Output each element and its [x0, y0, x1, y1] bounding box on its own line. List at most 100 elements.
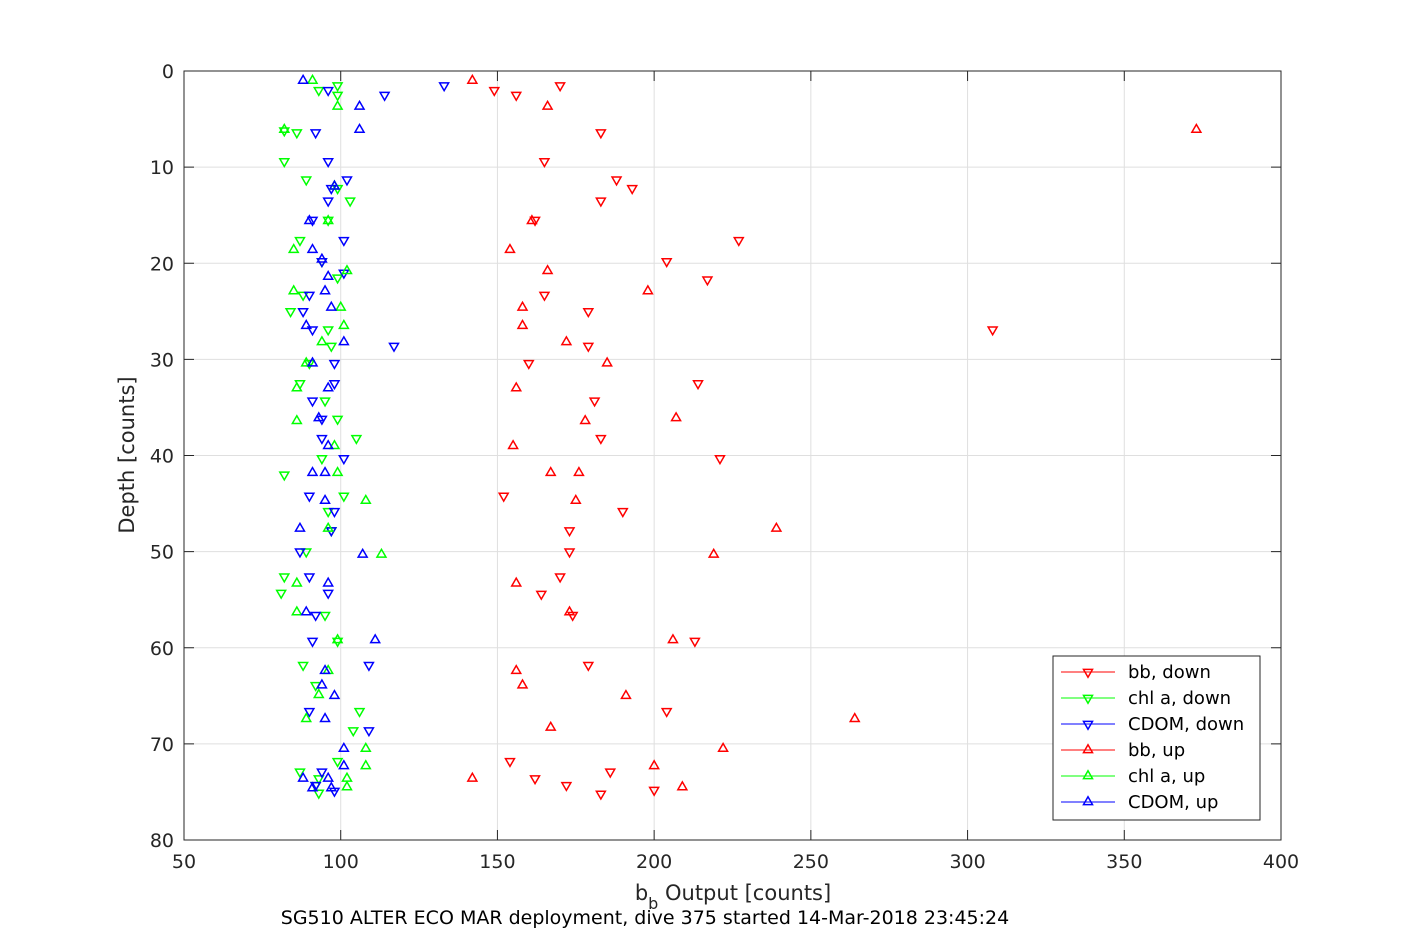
data-point	[278, 158, 291, 169]
data-point	[331, 91, 344, 102]
data-point	[300, 605, 313, 616]
data-point	[359, 759, 372, 770]
data-point	[278, 573, 291, 584]
series-chl-a-down	[275, 82, 366, 800]
data-point	[322, 589, 334, 600]
data-point	[316, 335, 328, 346]
legend-marker	[1082, 769, 1094, 780]
data-point	[510, 91, 523, 102]
data-point	[504, 757, 516, 768]
data-point	[526, 214, 538, 225]
data-point	[660, 257, 673, 269]
legend-marker	[1082, 694, 1094, 705]
data-point	[328, 380, 341, 391]
data-point	[717, 741, 729, 753]
data-point	[312, 411, 325, 422]
data-point	[331, 633, 344, 644]
x-tick-label: 50	[172, 851, 196, 873]
data-point	[363, 661, 375, 672]
data-point	[535, 590, 548, 601]
data-point	[538, 291, 551, 302]
data-point	[316, 455, 328, 466]
data-point	[692, 380, 704, 391]
data-point	[732, 236, 745, 247]
data-point	[294, 521, 306, 532]
data-point	[306, 781, 319, 792]
x-tick-label: 250	[793, 851, 829, 873]
x-tick-label: 350	[1106, 851, 1142, 873]
data-point	[300, 176, 313, 187]
data-point	[322, 197, 334, 208]
y-tick-label: 40	[150, 446, 174, 468]
data-point	[541, 99, 554, 110]
data-point	[297, 661, 309, 672]
data-point	[338, 455, 350, 466]
data-point	[322, 158, 334, 169]
x-tick-label: 200	[636, 851, 672, 873]
data-point	[316, 434, 328, 445]
data-point	[707, 547, 720, 558]
data-point	[306, 397, 319, 408]
data-point	[303, 707, 316, 718]
data-point	[328, 689, 341, 700]
y-axis-label: Depth [counts]	[115, 376, 139, 533]
data-point	[544, 720, 557, 731]
legend-item: bb, up	[1061, 740, 1185, 761]
data-point	[341, 264, 353, 275]
data-point	[497, 492, 510, 503]
data-point	[588, 397, 601, 408]
data-point	[701, 276, 714, 287]
data-point	[322, 576, 334, 587]
data-point	[676, 780, 689, 791]
data-point	[331, 274, 344, 285]
data-point	[309, 129, 322, 140]
data-point	[660, 707, 673, 718]
data-point	[560, 335, 573, 346]
legend-marker	[1082, 668, 1094, 679]
data-point	[359, 741, 372, 753]
data-point	[316, 252, 328, 263]
data-point	[341, 176, 353, 187]
data-point	[344, 197, 356, 208]
data-point	[291, 576, 303, 587]
data-point	[328, 439, 341, 450]
data-point	[331, 415, 344, 426]
data-point	[541, 264, 554, 275]
data-point	[573, 466, 585, 477]
data-point	[544, 466, 557, 477]
figure-caption: SG510 ALTER ECO MAR deployment, dive 375…	[281, 907, 1009, 929]
series-cdom-up	[294, 73, 381, 792]
data-point	[284, 307, 297, 319]
data-point	[579, 414, 591, 425]
data-point	[488, 86, 501, 97]
data-point	[369, 633, 381, 644]
data-point	[560, 781, 573, 792]
data-point	[306, 637, 319, 648]
data-point	[334, 300, 347, 311]
data-point	[1190, 122, 1203, 133]
data-point	[986, 326, 999, 337]
data-point	[322, 771, 334, 782]
data-point	[642, 284, 654, 295]
data-point	[466, 771, 479, 782]
data-point	[670, 411, 682, 422]
data-point	[319, 493, 331, 505]
data-point	[306, 243, 319, 254]
x-tick-label: 400	[1263, 851, 1299, 873]
data-point	[275, 589, 287, 600]
data-point	[353, 707, 366, 718]
data-point	[306, 356, 319, 367]
data-point	[582, 661, 595, 672]
data-point	[287, 243, 300, 254]
data-point	[322, 381, 334, 392]
x-axis-label-rest: Output [counts]	[658, 881, 831, 905]
data-point	[563, 605, 576, 616]
data-point	[306, 466, 319, 477]
data-point	[510, 381, 523, 392]
data-point	[278, 471, 291, 482]
data-point	[338, 319, 350, 330]
legend-label: CDOM, up	[1128, 792, 1218, 813]
data-point	[325, 342, 338, 353]
data-point	[316, 768, 328, 779]
